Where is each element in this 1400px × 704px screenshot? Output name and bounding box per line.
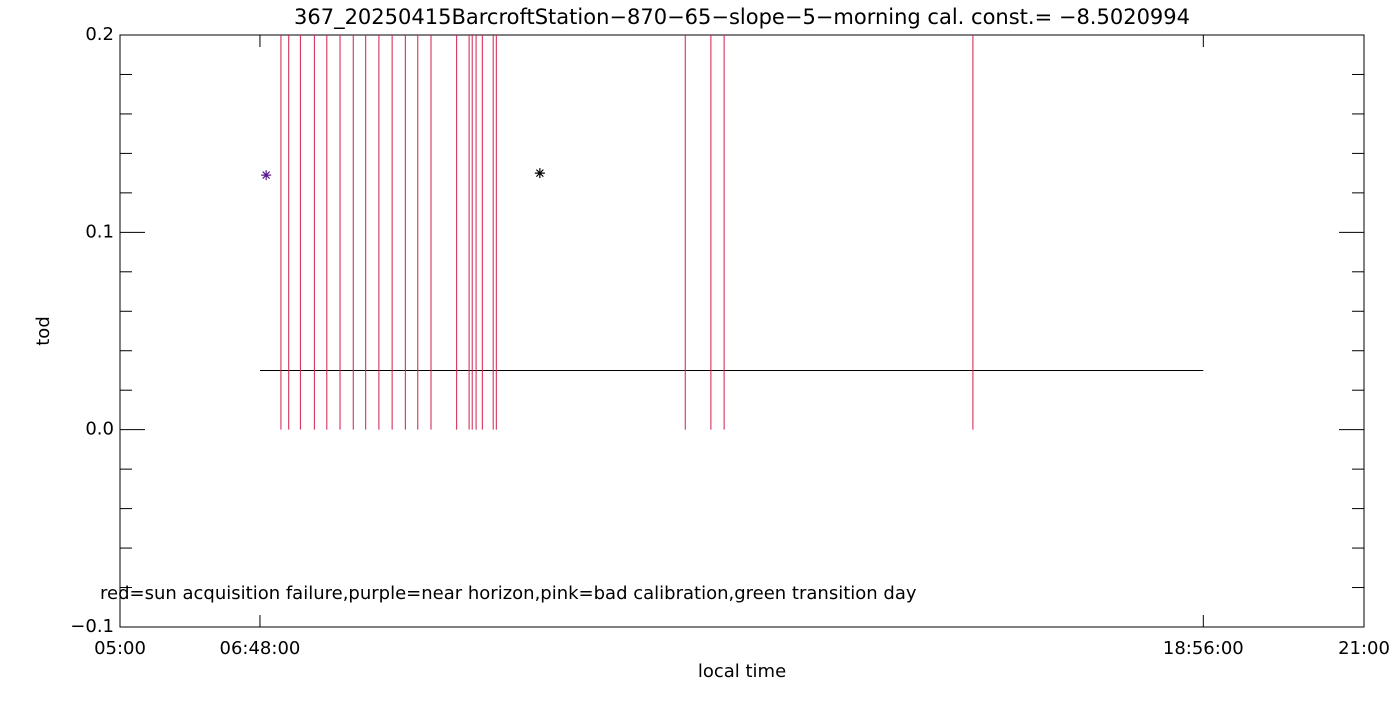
y-axis-label: tod bbox=[33, 316, 54, 346]
data-point bbox=[534, 168, 545, 179]
data-point bbox=[261, 170, 272, 181]
x-tick-label: 21:00 bbox=[1338, 638, 1390, 659]
plot-frame bbox=[119, 34, 1365, 628]
y-tick-label: 0.1 bbox=[85, 221, 114, 242]
x-tick-label: 05:00 bbox=[94, 638, 146, 659]
y-tick-label: 0.2 bbox=[85, 24, 114, 45]
annotation: red=sun acquisition failure,purple=near … bbox=[100, 583, 917, 604]
y-tick-label: −0.1 bbox=[70, 616, 114, 637]
x-tick-label: 06:48:00 bbox=[220, 638, 301, 659]
x-axis-label: local time bbox=[698, 661, 786, 682]
chart-title: 367_20250415BarcroftStation−870−65−slope… bbox=[294, 5, 1190, 30]
x-tick-label: 18:56:00 bbox=[1163, 638, 1244, 659]
y-tick-label: 0.0 bbox=[85, 419, 114, 440]
